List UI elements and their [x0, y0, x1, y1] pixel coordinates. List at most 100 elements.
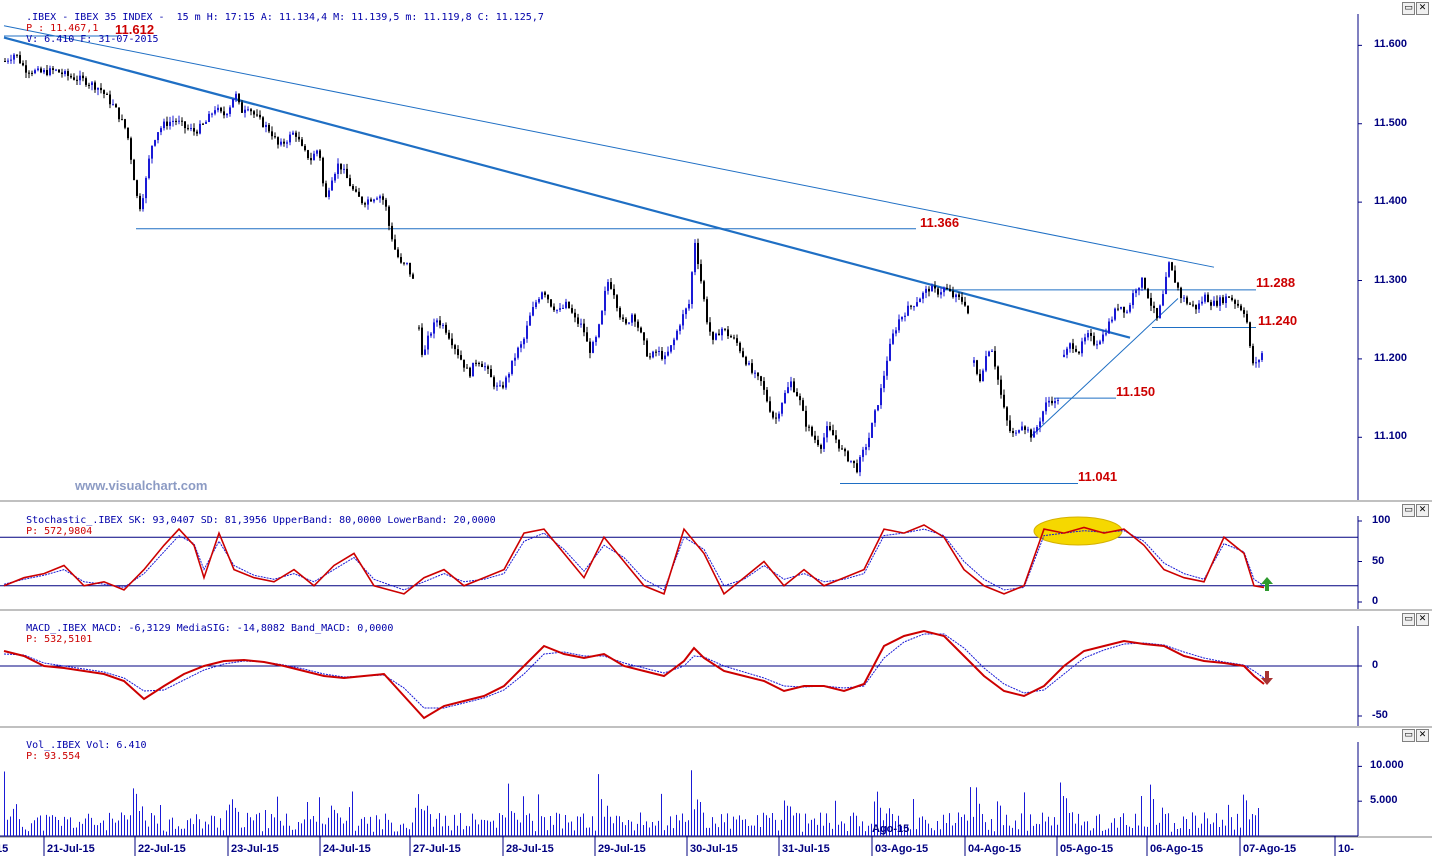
candle-body [1156, 308, 1158, 319]
candle-body [22, 63, 24, 66]
candle-body [949, 289, 951, 292]
price-restore-button[interactable]: ▭ [1402, 2, 1415, 15]
candle-body [952, 291, 954, 298]
vol-restore-button[interactable]: ▭ [1402, 729, 1415, 742]
candle-body [88, 84, 90, 86]
date-label-14: 07-Ago-15 [1243, 843, 1297, 855]
stoch-restore-button[interactable]: ▭ [1402, 504, 1415, 517]
stoch-close-button[interactable]: ✕ [1416, 504, 1429, 517]
candle-body [670, 345, 672, 352]
stoch-header-p: P: 572,9804 [26, 526, 93, 537]
macd-close-button[interactable]: ✕ [1416, 613, 1429, 626]
candle-body [1015, 432, 1017, 434]
candle-body [1261, 353, 1263, 360]
candle-body [586, 332, 588, 342]
candle-body [559, 308, 561, 310]
candle-body [214, 110, 216, 114]
candle-body [619, 307, 621, 318]
candle-body [607, 282, 609, 291]
candle-body [736, 338, 738, 343]
candle-body [220, 107, 222, 112]
candle-body [943, 287, 945, 293]
candle-body [769, 401, 771, 412]
date-label-0: 15 [0, 843, 9, 855]
candle-body [370, 199, 372, 202]
candle-body [457, 349, 459, 356]
candle-body [934, 286, 936, 289]
candle-body [565, 301, 567, 308]
candle-body [877, 405, 879, 411]
vol-close-button[interactable]: ✕ [1416, 729, 1429, 742]
candle-body [784, 392, 786, 403]
candle-body [262, 117, 264, 127]
candle-body [550, 299, 552, 307]
candle-body [34, 70, 36, 74]
candle-body [568, 301, 570, 309]
candle-body [697, 242, 699, 265]
candle-body [25, 65, 27, 73]
date-label-2: 22-Jul-15 [138, 843, 186, 855]
candle-body [862, 449, 864, 458]
macd-tick-label-1: -50 [1372, 709, 1388, 721]
candle-body [160, 128, 162, 133]
candle-body [310, 158, 312, 161]
candle-body [391, 225, 393, 240]
candle-body [277, 137, 279, 145]
candle-body [1075, 348, 1077, 352]
candle-body [250, 109, 252, 112]
candle-body [595, 337, 597, 343]
candle-body [814, 435, 816, 440]
candle-body [523, 338, 525, 345]
candle-body [727, 329, 729, 337]
candle-body [649, 356, 651, 358]
price-close-button[interactable]: ✕ [1416, 2, 1429, 15]
candle-body [19, 55, 21, 64]
candle-body [217, 107, 219, 111]
candle-body [919, 298, 921, 303]
candle-body [232, 98, 234, 108]
candle-body [364, 203, 366, 205]
price-header-tail: V: 6.410 F: 31-07-2015 [26, 34, 159, 45]
candle-body [520, 344, 522, 348]
candle-body [427, 335, 429, 350]
candle-body [715, 333, 717, 340]
candle-body [1210, 302, 1212, 306]
candle-body [886, 360, 888, 376]
candle-body [175, 120, 177, 122]
candle-body [124, 119, 126, 128]
candle-body [82, 75, 84, 79]
candle-body [925, 288, 927, 293]
candle-body [1027, 429, 1029, 431]
candle-body [631, 314, 633, 323]
candle-body [268, 124, 270, 132]
candle-body [1171, 262, 1173, 271]
candle-body [610, 282, 612, 289]
macd-restore-button[interactable]: ▭ [1402, 613, 1415, 626]
date-label-11: 04-Ago-15 [968, 843, 1022, 855]
date-label-7: 29-Jul-15 [598, 843, 646, 855]
candle-body [64, 71, 66, 75]
candle-body [463, 359, 465, 368]
candle-body [490, 369, 492, 378]
candle-body [1234, 300, 1236, 304]
candle-body [52, 68, 54, 70]
candle-body [313, 153, 315, 161]
date-label-15: 10- [1338, 843, 1354, 855]
candle-body [118, 107, 120, 120]
macd-line [3, 629, 1265, 720]
candle-body [1000, 379, 1002, 395]
macd-panel-header: MACD_.IBEX MACD: -6,3129 MediaSIG: -14,8… [2, 612, 393, 656]
candle-body [223, 111, 225, 116]
candle-body [1150, 297, 1152, 306]
candle-body [646, 340, 648, 357]
candle-body [505, 377, 507, 388]
candle-body [1225, 296, 1227, 304]
candle-body [1189, 303, 1191, 305]
candle-body [580, 323, 582, 325]
candle-body [799, 396, 801, 401]
candle-body [493, 377, 495, 387]
price-header-text: .IBEX - IBEX 35 INDEX - 15 m H: 17:15 A:… [26, 12, 544, 23]
candle-body [355, 189, 357, 192]
stoch-tick-label-1: 50 [1372, 554, 1385, 567]
candle-body [637, 321, 639, 328]
